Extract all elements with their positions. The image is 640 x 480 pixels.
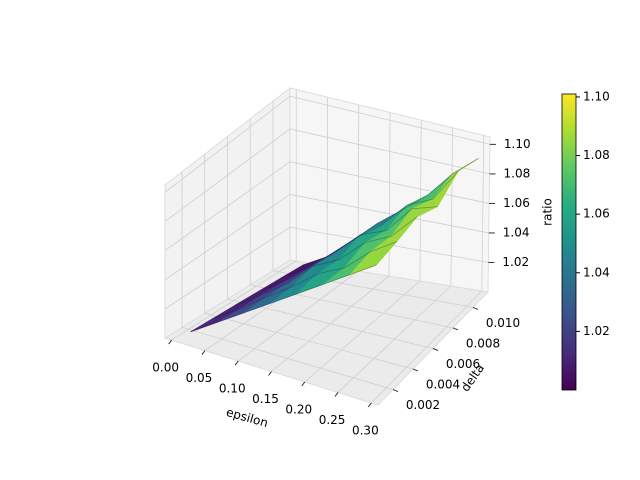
grid-line xyxy=(272,101,474,308)
colorbar: 1.02 1.04 1.06 1.08 1.10 xyxy=(561,89,610,391)
grid-line xyxy=(181,171,394,390)
y-tick xyxy=(412,368,419,372)
z-tick-label: 1.02 xyxy=(502,255,529,269)
y-tick-label: 0.002 xyxy=(406,398,440,412)
grid-line xyxy=(227,136,434,349)
y-tick xyxy=(392,389,399,393)
colorbar-tick-label: 1.08 xyxy=(583,148,610,162)
y-tick xyxy=(472,306,479,310)
y-tick-label: 0.004 xyxy=(426,378,460,392)
surface-line xyxy=(212,241,397,319)
grid-line xyxy=(164,95,490,193)
grid-line xyxy=(249,118,454,329)
y-tick xyxy=(452,327,459,331)
grid-line xyxy=(164,128,490,222)
back-pane xyxy=(289,87,491,293)
grid-line xyxy=(371,135,485,404)
surface-line xyxy=(257,206,438,292)
colorbar-scale xyxy=(561,93,577,391)
surface-line xyxy=(280,171,459,279)
surface xyxy=(190,158,479,333)
x-tick xyxy=(367,402,372,408)
grid-line xyxy=(164,226,489,310)
grid-line xyxy=(271,112,391,372)
y-tick-label: 0.006 xyxy=(446,357,480,371)
x-tick-label: 0.00 xyxy=(152,361,179,375)
z-tick-label: 1.04 xyxy=(503,225,530,239)
z-tick-label: 1.08 xyxy=(504,166,531,180)
x-tick-label: 0.10 xyxy=(219,382,246,396)
colorbar-tick-label: 1.02 xyxy=(583,324,610,338)
x-tick-label: 0.05 xyxy=(186,371,213,385)
colorbar-tick-label: 1.06 xyxy=(583,207,610,221)
x-tick-label: 0.30 xyxy=(352,423,379,437)
surface-line xyxy=(235,216,418,306)
x-tick xyxy=(334,392,339,397)
x-tick xyxy=(168,339,173,345)
colorbar-tick-label: 1.10 xyxy=(583,89,610,103)
grid-line xyxy=(304,120,422,383)
grid-line xyxy=(164,161,490,251)
surface-cell xyxy=(349,241,398,275)
grid-line xyxy=(164,194,489,281)
surface-line xyxy=(190,264,377,333)
x-tick xyxy=(234,360,239,366)
y-tick xyxy=(432,348,439,351)
grid-line xyxy=(204,154,414,370)
x-tick xyxy=(268,371,272,376)
y-tick-label: 0.008 xyxy=(466,336,500,350)
z-tick-label: 1.10 xyxy=(504,137,531,151)
colorbar-tick-label: 1.04 xyxy=(583,265,610,279)
surface-line xyxy=(302,158,479,266)
x-tick-label: 0.15 xyxy=(252,392,279,406)
grid-line xyxy=(171,89,297,341)
x-tick xyxy=(201,350,206,355)
z-axis-label: ratio xyxy=(541,198,555,226)
z-tick-label: 1.06 xyxy=(503,196,530,210)
x-tick-label: 0.25 xyxy=(319,413,346,427)
y-tick-label: 0.010 xyxy=(486,316,520,330)
x-tick-label: 0.20 xyxy=(285,402,312,416)
x-tick xyxy=(301,381,306,387)
